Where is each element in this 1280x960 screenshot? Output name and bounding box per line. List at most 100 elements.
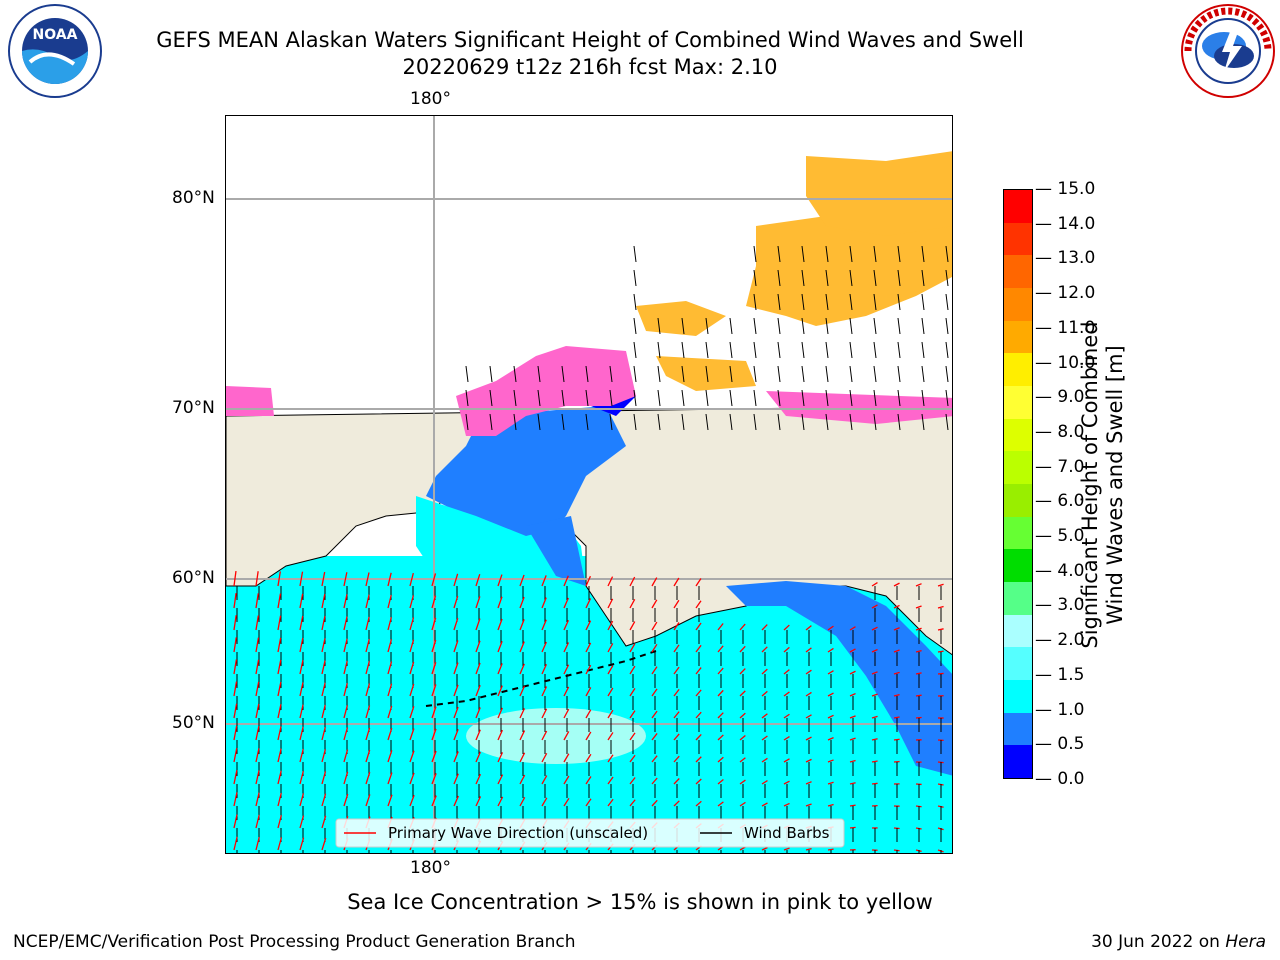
wave-arrow	[673, 599, 680, 609]
wave-arrow	[409, 572, 414, 587]
wave-arrow	[915, 694, 922, 697]
wind-barb	[921, 341, 925, 359]
colorbar-tick-label: — 15.0	[1035, 179, 1096, 199]
wave-arrow	[827, 759, 834, 763]
wave-arrow	[233, 681, 238, 697]
aleutian-islands	[425, 650, 657, 707]
wave-arrow	[387, 617, 392, 631]
wave-arrow	[365, 749, 371, 763]
wave-arrow	[321, 638, 326, 653]
wave-arrow	[497, 618, 503, 631]
wind-barb	[873, 269, 877, 287]
colorbar-tick-label: — 1.5	[1035, 664, 1085, 685]
wave-arrow	[233, 770, 238, 785]
wave-arrow	[321, 771, 327, 785]
wave-arrow	[453, 573, 459, 587]
wave-arrow	[255, 637, 260, 653]
wind-barb	[825, 365, 829, 383]
wind-barb	[633, 365, 637, 383]
wave-arrow	[585, 731, 592, 741]
wind-barb	[825, 269, 829, 287]
wave-arrow	[343, 727, 349, 741]
wave-arrow	[365, 572, 370, 587]
colorbar-cell	[1004, 320, 1032, 354]
wave-arrow	[651, 577, 658, 587]
wave-arrow	[343, 749, 349, 763]
wave-arrow	[541, 797, 548, 807]
wave-arrow	[299, 837, 305, 851]
wind-barb	[657, 389, 661, 407]
wave-arrow	[387, 705, 393, 719]
wind-barb	[897, 413, 901, 431]
wave-arrow	[277, 770, 282, 785]
wind-barb	[585, 365, 589, 383]
wave-arrow	[475, 573, 481, 587]
wave-arrow	[761, 757, 768, 763]
wave-arrow	[937, 628, 944, 631]
wave-arrow	[673, 577, 680, 587]
ice-chukchi	[456, 346, 636, 436]
wave-arrow	[893, 649, 900, 653]
wave-arrow	[255, 615, 259, 631]
wave-arrow	[915, 605, 922, 609]
wind-barb	[873, 317, 877, 335]
gridlines	[226, 116, 952, 853]
wave-arrow	[783, 669, 790, 675]
wave-arrow	[343, 616, 348, 631]
wave-arrow	[607, 754, 614, 763]
wind-barb	[921, 269, 925, 287]
wave-arrow	[519, 685, 525, 697]
wave-arrow	[519, 774, 526, 785]
colorbar-cell	[1004, 680, 1032, 713]
wave-arrow	[871, 626, 878, 631]
map-canvas: Primary Wave Direction (unscaled) Wind B…	[226, 116, 952, 853]
wave-arrow	[277, 659, 282, 675]
wave-arrow	[233, 747, 238, 763]
wave-arrow	[277, 815, 282, 829]
wave-arrow	[277, 682, 282, 697]
wave-arrow	[761, 690, 768, 697]
chart-title: GEFS MEAN Alaskan Waters Significant Hei…	[156, 28, 1024, 52]
wave-arrow	[915, 672, 922, 675]
wind-barb	[657, 317, 661, 335]
wave-arrow	[387, 727, 393, 741]
wave-arrow	[761, 780, 768, 785]
wave-arrow	[695, 622, 702, 631]
wave-arrow	[585, 798, 592, 807]
wind-barb	[561, 365, 565, 383]
wave-arrow	[321, 682, 326, 697]
wave-arrow	[255, 681, 260, 697]
ice-patch-4	[656, 356, 756, 391]
colorbar-cell	[1004, 712, 1032, 746]
wind-barb	[729, 317, 733, 335]
wave-arrow	[453, 795, 459, 807]
wind-barb	[945, 413, 949, 431]
colorbar-cell	[1004, 745, 1032, 779]
wave-arrow	[783, 780, 790, 785]
wave-arrow	[915, 627, 922, 631]
wave-arrow	[695, 689, 702, 697]
wave-arrow	[475, 707, 481, 719]
wind-barb	[729, 365, 733, 383]
wind-barb	[585, 413, 589, 431]
wind-barb	[513, 389, 517, 407]
wave-arrow	[431, 639, 437, 653]
wind-barb	[777, 317, 781, 335]
wave-arrow	[277, 615, 282, 631]
chukchi-sea-mid	[426, 406, 626, 546]
wave-arrow	[849, 826, 856, 829]
wind-barb	[945, 245, 949, 263]
wind-barb	[945, 317, 949, 335]
wave-arrow	[299, 638, 304, 653]
wind-barb	[873, 293, 877, 311]
colorbar-tick-label: — 2.0	[1035, 630, 1085, 651]
wave-arrow	[651, 643, 658, 653]
wave-arrow	[629, 710, 636, 719]
colorbar-tick-label: — 10.0	[1035, 352, 1096, 373]
wave-arrow	[431, 773, 437, 785]
lon-label-top: 180°	[410, 89, 451, 109]
wind-barb	[873, 413, 877, 431]
wave-arrow	[585, 687, 592, 697]
wave-arrow	[849, 626, 856, 631]
wind-barb	[873, 389, 877, 407]
